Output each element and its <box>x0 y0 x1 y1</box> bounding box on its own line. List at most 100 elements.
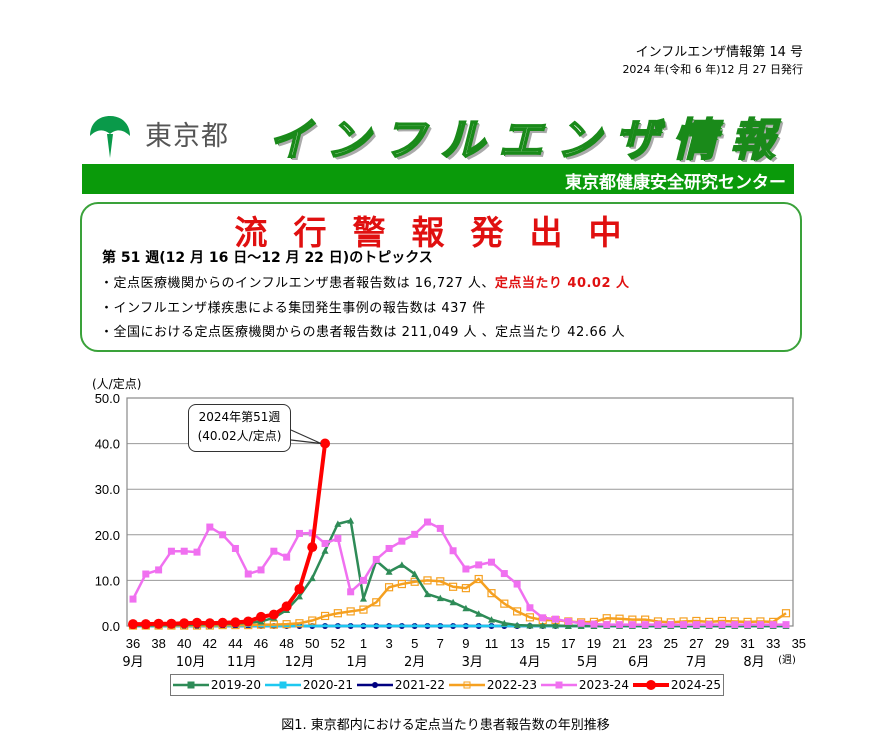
data-point <box>782 621 790 629</box>
data-point <box>436 577 445 586</box>
data-point <box>423 590 431 598</box>
data-point <box>384 583 394 592</box>
y-axis-label: (人/定点) <box>92 376 141 391</box>
x-tick-label: 19 <box>587 636 601 651</box>
data-point <box>667 621 675 629</box>
data-point <box>295 529 303 537</box>
month-label: 4月 <box>519 655 540 670</box>
data-point <box>243 616 254 627</box>
data-point <box>525 613 535 622</box>
data-point <box>436 594 444 602</box>
callout-annotation: 2024年第51週 (40.02人/定点) <box>188 404 291 452</box>
data-point: * <box>310 622 314 631</box>
data-point <box>616 621 624 629</box>
data-point <box>179 618 190 629</box>
callout-pointer <box>290 429 322 445</box>
topic-item: ・全国における定点医療機関からの患者報告数は 211,049 人 、定点当たり … <box>100 325 626 340</box>
data-point <box>359 576 367 584</box>
data-point <box>552 615 560 623</box>
series-line-2023-24 <box>131 520 786 626</box>
data-point <box>167 547 175 555</box>
issue-info: インフルエンザ情報第 14 号 2024 年(令和 6 年)12 月 27 日発… <box>622 44 803 78</box>
data-point: * <box>451 622 455 631</box>
data-point <box>295 619 304 628</box>
legend-item: 2020-21 <box>264 678 354 692</box>
data-point: * <box>387 622 391 631</box>
data-point <box>283 553 291 561</box>
month-label: 3月 <box>462 655 483 670</box>
data-point <box>718 621 726 629</box>
data-point <box>269 620 278 629</box>
data-point: * <box>490 622 494 631</box>
x-tick-label: 38 <box>151 636 165 651</box>
topics-title: 第 51 週(12 月 16 日～12 月 22 日)のトピックス <box>102 250 433 266</box>
data-point <box>577 619 585 627</box>
legend-item: 2023-24 <box>540 678 629 692</box>
x-tick-label: 42 <box>203 636 217 651</box>
data-point <box>153 618 164 629</box>
figure-caption: 図1. 東京都内における定点当たり患者報告数の年別推移 <box>281 718 610 733</box>
data-point: * <box>400 622 404 631</box>
data-point <box>539 614 547 622</box>
data-point <box>334 520 342 527</box>
data-point <box>347 517 355 524</box>
x-tick-label: 31 <box>740 636 754 651</box>
data-point <box>423 576 432 585</box>
data-point <box>308 616 317 625</box>
data-point <box>475 610 483 617</box>
data-point <box>230 617 241 628</box>
y-tick-label: 0.0 <box>102 619 120 634</box>
tokyo-ginkgo-logo-icon <box>90 116 130 158</box>
x-tick-label: 1 <box>360 636 367 651</box>
month-label: 11月 <box>227 655 257 670</box>
month-label: 6月 <box>628 655 649 670</box>
alert-box: 流行警報発出中 第 51 週(12 月 16 日～12 月 22 日)のトピック… <box>80 202 802 352</box>
data-point <box>217 617 228 628</box>
legend-swatch-icon <box>540 681 577 689</box>
x-tick-label: 9 <box>462 636 469 651</box>
data-point: * <box>285 622 289 631</box>
x-tick-label: 50 <box>305 636 319 651</box>
data-point <box>359 595 367 602</box>
data-point <box>680 621 688 629</box>
month-label: 2月 <box>404 655 425 670</box>
highlight-text: 定点当たり 40.02 人 <box>494 276 630 291</box>
x-tick-label: 7 <box>437 636 444 651</box>
data-point <box>244 570 252 578</box>
legend-label: 2021-22 <box>394 678 446 692</box>
data-point <box>192 617 203 628</box>
data-point <box>564 617 572 625</box>
data-point <box>281 601 292 612</box>
data-point <box>603 621 611 629</box>
data-point <box>257 566 265 574</box>
month-label: 9月 <box>122 655 143 670</box>
x-tick-label: 11 <box>485 636 499 651</box>
x-tick-label: 17 <box>561 636 575 651</box>
x-tick-label: 35 <box>792 636 806 651</box>
legend-swatch-icon <box>356 682 393 688</box>
data-point <box>193 548 201 556</box>
data-point <box>513 580 521 588</box>
data-point <box>307 542 318 553</box>
legend-label: 2024-25 <box>670 678 722 692</box>
data-point <box>346 607 355 616</box>
data-point: * <box>413 622 417 631</box>
legend-label: 2020-21 <box>302 678 354 692</box>
data-point <box>320 611 330 621</box>
data-point <box>654 621 662 629</box>
topic-item: ・インフルエンザ様疾患による集団発生事例の報告数は 437 件 <box>100 301 486 316</box>
data-point: * <box>464 622 468 631</box>
data-point: * <box>349 622 353 631</box>
data-point <box>231 544 239 552</box>
data-point: * <box>323 622 327 631</box>
data-point <box>334 534 342 542</box>
data-point <box>705 621 713 629</box>
data-point: * <box>425 622 429 631</box>
data-point <box>590 620 598 628</box>
y-tick-label: 30.0 <box>95 482 120 497</box>
series-line-2019-20 <box>133 519 786 628</box>
y-tick-label: 50.0 <box>95 391 120 406</box>
data-point <box>321 539 329 547</box>
data-point <box>526 604 534 612</box>
y-tick-label: 20.0 <box>95 528 120 543</box>
